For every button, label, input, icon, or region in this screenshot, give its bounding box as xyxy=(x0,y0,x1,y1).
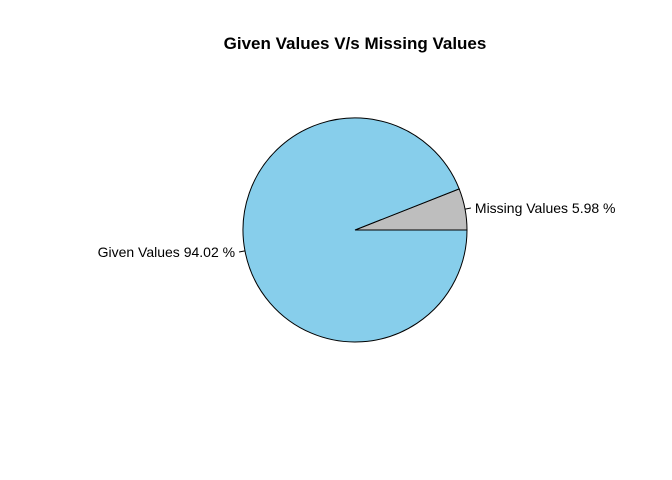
slice-label: Missing Values 5.98 % xyxy=(475,200,616,216)
chart-title: Given Values V/s Missing Values xyxy=(224,34,487,53)
pie-slices xyxy=(242,117,468,343)
slice-label: Given Values 94.02 % xyxy=(98,244,236,260)
label-ticks xyxy=(238,207,472,253)
label-tick xyxy=(464,207,472,210)
pie-slice xyxy=(242,117,468,343)
label-tick xyxy=(238,250,246,253)
slice-labels: Missing Values 5.98 % Given Values 94.02 … xyxy=(98,200,616,260)
